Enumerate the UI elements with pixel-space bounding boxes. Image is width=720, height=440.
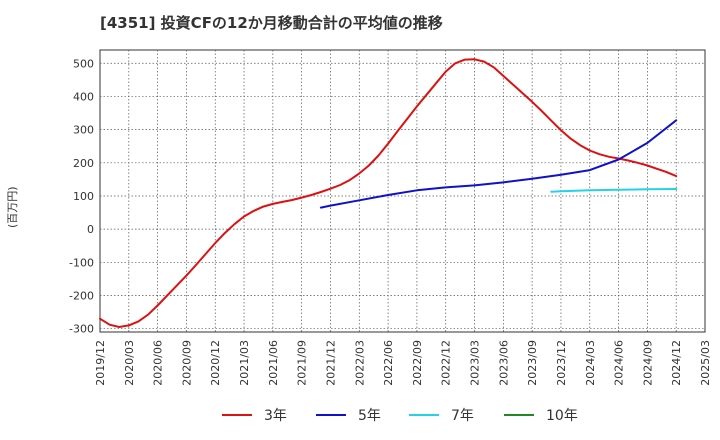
- series-line-1: [319, 119, 678, 209]
- legend-item-5y: 5年: [316, 404, 381, 426]
- x-tick-label: 2020/03: [123, 340, 136, 386]
- x-tick-label: 2020/09: [180, 340, 193, 386]
- y-tick-label: 0: [87, 223, 94, 236]
- legend-swatch-3y: [222, 414, 252, 416]
- legend-label-3y: 3年: [264, 408, 287, 424]
- x-tick-label: 2023/06: [497, 340, 510, 386]
- x-tick-label: 2022/09: [411, 340, 424, 386]
- x-tick-label: 2025/03: [699, 340, 712, 386]
- chart-legend: 3年 5年 7年 10年: [0, 404, 720, 426]
- legend-item-10y: 10年: [504, 404, 578, 426]
- legend-swatch-5y: [316, 414, 346, 416]
- y-tick-label: 400: [73, 90, 94, 103]
- y-tick-label: -100: [69, 256, 94, 269]
- legend-item-7y: 7年: [409, 404, 474, 426]
- x-tick-label: 2021/06: [267, 340, 280, 386]
- legend-label-10y: 10年: [546, 408, 578, 424]
- y-tick-label: 300: [73, 124, 94, 137]
- x-tick-label: 2023/12: [555, 340, 568, 386]
- x-tick-label: 2019/12: [94, 340, 107, 386]
- x-tick-label: 2024/03: [584, 340, 597, 386]
- x-tick-label: 2024/09: [641, 340, 654, 386]
- y-tick-label: -200: [69, 290, 94, 303]
- y-tick-label: 200: [73, 157, 94, 170]
- x-tick-label: 2022/06: [382, 340, 395, 386]
- x-tick-label: 2021/03: [238, 340, 251, 386]
- x-tick-label: 2022/12: [440, 340, 453, 386]
- x-tick-label: 2023/03: [469, 340, 482, 386]
- plot-area: [99, 49, 706, 333]
- series-line-0: [99, 58, 678, 328]
- x-tick-label: 2021/12: [324, 340, 337, 386]
- x-tick-label: 2022/03: [353, 340, 366, 386]
- chart-title: [4351] 投資CFの12か月移動合計の平均値の推移: [100, 14, 443, 32]
- legend-item-3y: 3年: [222, 404, 287, 426]
- legend-label-5y: 5年: [358, 408, 381, 424]
- series-line-2: [550, 188, 678, 193]
- legend-swatch-10y: [504, 414, 534, 416]
- y-tick-label: 500: [73, 57, 94, 70]
- x-tick-label: 2023/09: [526, 340, 539, 386]
- y-tick-label: 100: [73, 190, 94, 203]
- x-tick-label: 2020/06: [152, 340, 165, 386]
- x-tick-label: 2020/12: [209, 340, 222, 386]
- x-tick-label: 2024/12: [670, 340, 683, 386]
- x-tick-label: 2024/06: [613, 340, 626, 386]
- legend-label-7y: 7年: [451, 408, 474, 424]
- y-tick-label: -300: [69, 323, 94, 336]
- x-tick-label: 2021/09: [296, 340, 309, 386]
- legend-swatch-7y: [409, 414, 439, 416]
